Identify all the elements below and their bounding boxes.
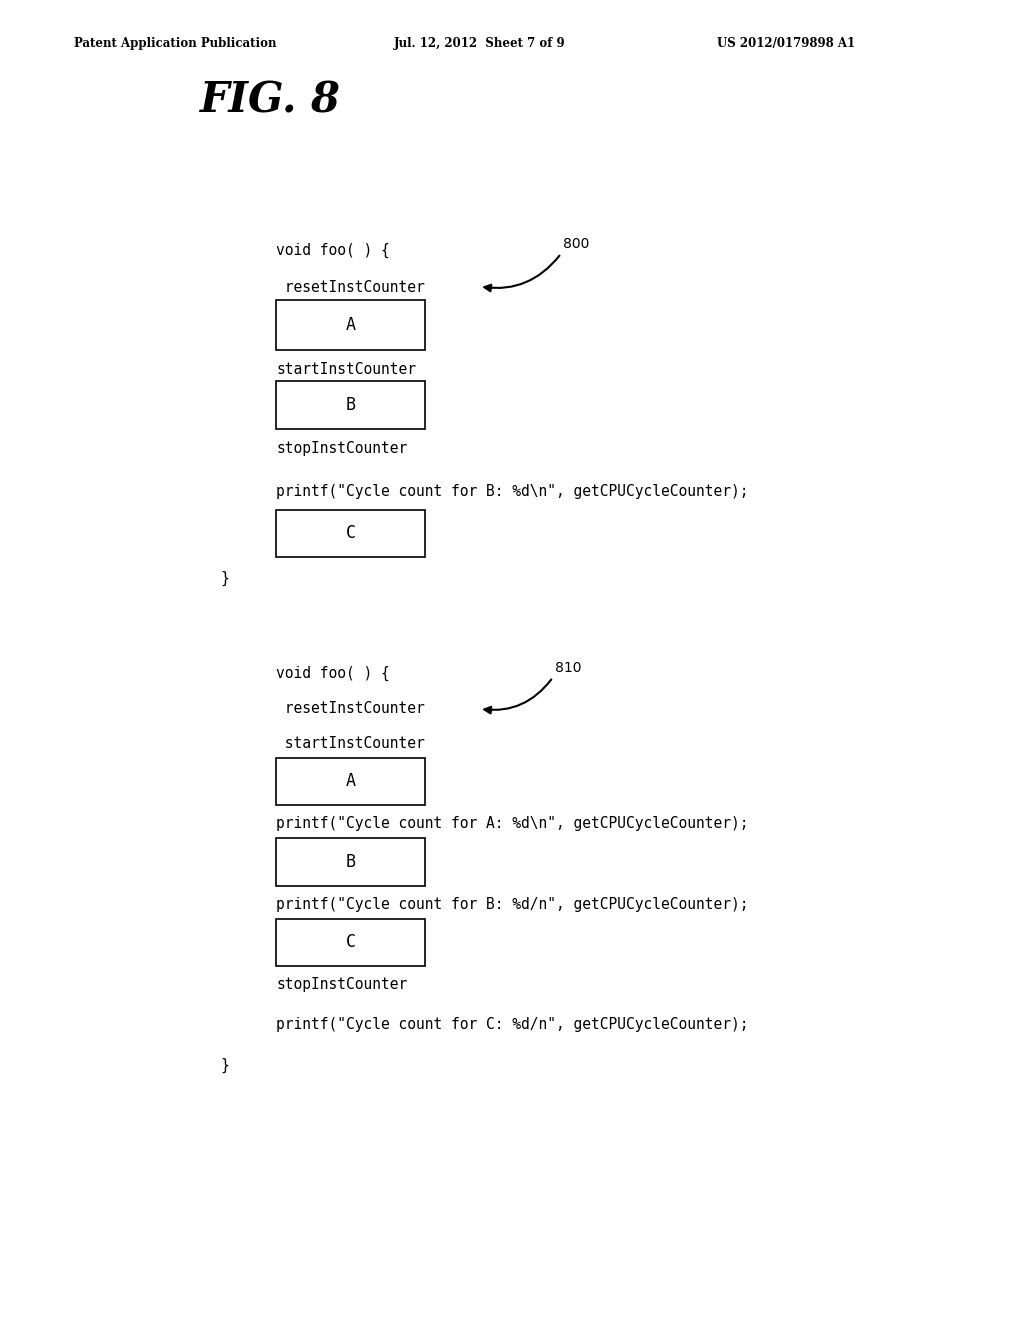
Text: stopInstCounter: stopInstCounter bbox=[276, 441, 408, 457]
Text: printf("Cycle count for B: %d/n", getCPUCycleCounter);: printf("Cycle count for B: %d/n", getCPU… bbox=[276, 896, 749, 912]
Text: C: C bbox=[346, 524, 355, 543]
Text: resetInstCounter: resetInstCounter bbox=[276, 701, 425, 717]
Text: printf("Cycle count for C: %d/n", getCPUCycleCounter);: printf("Cycle count for C: %d/n", getCPU… bbox=[276, 1016, 749, 1032]
Text: Jul. 12, 2012  Sheet 7 of 9: Jul. 12, 2012 Sheet 7 of 9 bbox=[394, 37, 566, 50]
Text: C: C bbox=[346, 933, 355, 952]
Text: }: } bbox=[220, 570, 229, 586]
Text: void foo( ) {: void foo( ) { bbox=[276, 243, 390, 259]
Text: resetInstCounter: resetInstCounter bbox=[276, 280, 425, 296]
Text: A: A bbox=[346, 772, 355, 791]
Text: A: A bbox=[346, 315, 355, 334]
Text: FIG. 8: FIG. 8 bbox=[200, 79, 341, 121]
Text: US 2012/0179898 A1: US 2012/0179898 A1 bbox=[717, 37, 855, 50]
Text: B: B bbox=[346, 396, 355, 414]
Text: void foo( ) {: void foo( ) { bbox=[276, 665, 390, 681]
Text: startInstCounter: startInstCounter bbox=[276, 362, 417, 378]
Text: 800: 800 bbox=[563, 238, 590, 251]
Text: printf("Cycle count for B: %d\n", getCPUCycleCounter);: printf("Cycle count for B: %d\n", getCPU… bbox=[276, 483, 749, 499]
Text: stopInstCounter: stopInstCounter bbox=[276, 977, 408, 993]
Text: Patent Application Publication: Patent Application Publication bbox=[74, 37, 276, 50]
Text: printf("Cycle count for A: %d\n", getCPUCycleCounter);: printf("Cycle count for A: %d\n", getCPU… bbox=[276, 816, 749, 832]
Text: B: B bbox=[346, 853, 355, 871]
Text: }: } bbox=[220, 1057, 229, 1073]
Text: 810: 810 bbox=[555, 661, 582, 675]
Text: startInstCounter: startInstCounter bbox=[276, 735, 425, 751]
